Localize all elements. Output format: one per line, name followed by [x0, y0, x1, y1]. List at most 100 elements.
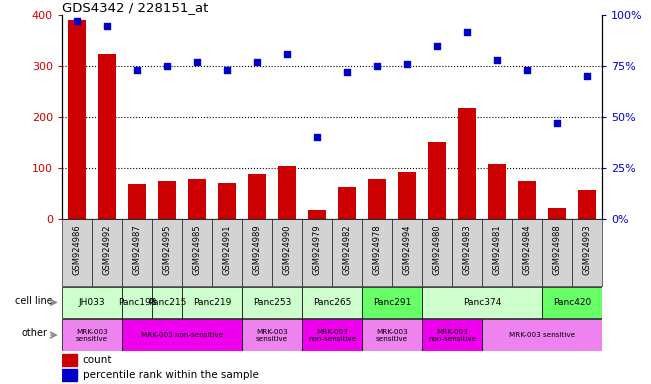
- Bar: [362, 319, 422, 351]
- Text: GSM924989: GSM924989: [253, 224, 262, 275]
- Text: Panc215: Panc215: [148, 298, 186, 307]
- Bar: [92, 219, 122, 286]
- Text: GSM924990: GSM924990: [283, 224, 292, 275]
- Bar: [362, 219, 392, 286]
- Text: MRK-003
sensitive: MRK-003 sensitive: [76, 329, 108, 341]
- Point: [552, 120, 562, 126]
- Bar: [398, 172, 416, 219]
- Bar: [212, 219, 242, 286]
- Bar: [152, 287, 182, 318]
- Bar: [368, 179, 386, 219]
- Point: [372, 63, 382, 70]
- Bar: [278, 166, 296, 219]
- Point: [492, 57, 503, 63]
- Text: GSM924991: GSM924991: [223, 224, 232, 275]
- Bar: [452, 219, 482, 286]
- Bar: [122, 219, 152, 286]
- Bar: [62, 287, 122, 318]
- Bar: [422, 319, 482, 351]
- Bar: [248, 174, 266, 219]
- Point: [342, 69, 352, 75]
- Bar: [122, 319, 242, 351]
- Bar: [542, 219, 572, 286]
- Text: GSM924993: GSM924993: [583, 224, 592, 275]
- Bar: [242, 219, 272, 286]
- Bar: [128, 184, 146, 219]
- Text: MRK-003
sensitive: MRK-003 sensitive: [256, 329, 288, 341]
- Text: GSM924980: GSM924980: [432, 224, 441, 275]
- Bar: [302, 219, 332, 286]
- Text: Panc265: Panc265: [313, 298, 351, 307]
- Point: [102, 23, 112, 29]
- Point: [161, 63, 172, 70]
- Text: percentile rank within the sample: percentile rank within the sample: [83, 370, 258, 380]
- Bar: [572, 219, 602, 286]
- Bar: [332, 219, 362, 286]
- Text: GSM924978: GSM924978: [372, 224, 381, 275]
- Text: cell line: cell line: [16, 296, 53, 306]
- Text: GSM924983: GSM924983: [463, 224, 471, 275]
- Bar: [548, 208, 566, 219]
- Bar: [422, 287, 542, 318]
- Bar: [182, 219, 212, 286]
- Bar: [302, 319, 362, 351]
- Text: GSM924992: GSM924992: [102, 224, 111, 275]
- Point: [132, 67, 142, 73]
- Text: GSM924979: GSM924979: [312, 224, 322, 275]
- Text: GSM924984: GSM924984: [523, 224, 532, 275]
- Bar: [182, 287, 242, 318]
- Text: Panc420: Panc420: [553, 298, 591, 307]
- Bar: [122, 287, 152, 318]
- Bar: [302, 287, 362, 318]
- Text: GSM924981: GSM924981: [493, 224, 502, 275]
- Bar: [362, 287, 422, 318]
- Bar: [68, 20, 86, 219]
- Text: Panc374: Panc374: [463, 298, 501, 307]
- Bar: [272, 219, 302, 286]
- Bar: [578, 190, 596, 219]
- Bar: [62, 369, 77, 381]
- Text: Panc253: Panc253: [253, 298, 291, 307]
- Text: MRK-003
non-sensitive: MRK-003 non-sensitive: [428, 329, 476, 341]
- Bar: [62, 354, 77, 366]
- Bar: [338, 187, 356, 219]
- Point: [402, 61, 412, 67]
- Text: GSM924986: GSM924986: [72, 224, 81, 275]
- Bar: [242, 319, 302, 351]
- Bar: [422, 219, 452, 286]
- Point: [72, 18, 82, 25]
- Text: GSM924994: GSM924994: [402, 224, 411, 275]
- Bar: [512, 219, 542, 286]
- Bar: [152, 219, 182, 286]
- Text: Panc291: Panc291: [373, 298, 411, 307]
- Bar: [62, 219, 92, 286]
- Point: [432, 43, 442, 49]
- Point: [222, 67, 232, 73]
- Bar: [392, 219, 422, 286]
- Bar: [62, 319, 122, 351]
- Text: GSM924985: GSM924985: [193, 224, 201, 275]
- Text: JH033: JH033: [79, 298, 105, 307]
- Text: GSM924988: GSM924988: [553, 224, 562, 275]
- Text: Panc219: Panc219: [193, 298, 231, 307]
- Bar: [428, 142, 446, 219]
- Bar: [188, 179, 206, 219]
- Bar: [458, 108, 476, 219]
- Text: MRK-003 non-sensitive: MRK-003 non-sensitive: [141, 332, 223, 338]
- Text: GSM924995: GSM924995: [162, 224, 171, 275]
- Text: MRK-003
non-sensitive: MRK-003 non-sensitive: [308, 329, 356, 341]
- Point: [522, 67, 533, 73]
- Text: GDS4342 / 228151_at: GDS4342 / 228151_at: [62, 1, 208, 14]
- Bar: [308, 210, 326, 219]
- Bar: [518, 181, 536, 219]
- Point: [282, 51, 292, 57]
- Bar: [542, 287, 602, 318]
- Text: GSM924987: GSM924987: [132, 224, 141, 275]
- Bar: [488, 164, 506, 219]
- Text: other: other: [21, 328, 48, 338]
- Text: GSM924982: GSM924982: [342, 224, 352, 275]
- Point: [462, 28, 473, 35]
- Text: Panc198: Panc198: [118, 298, 156, 307]
- Text: count: count: [83, 355, 113, 365]
- Text: MRK-003
sensitive: MRK-003 sensitive: [376, 329, 408, 341]
